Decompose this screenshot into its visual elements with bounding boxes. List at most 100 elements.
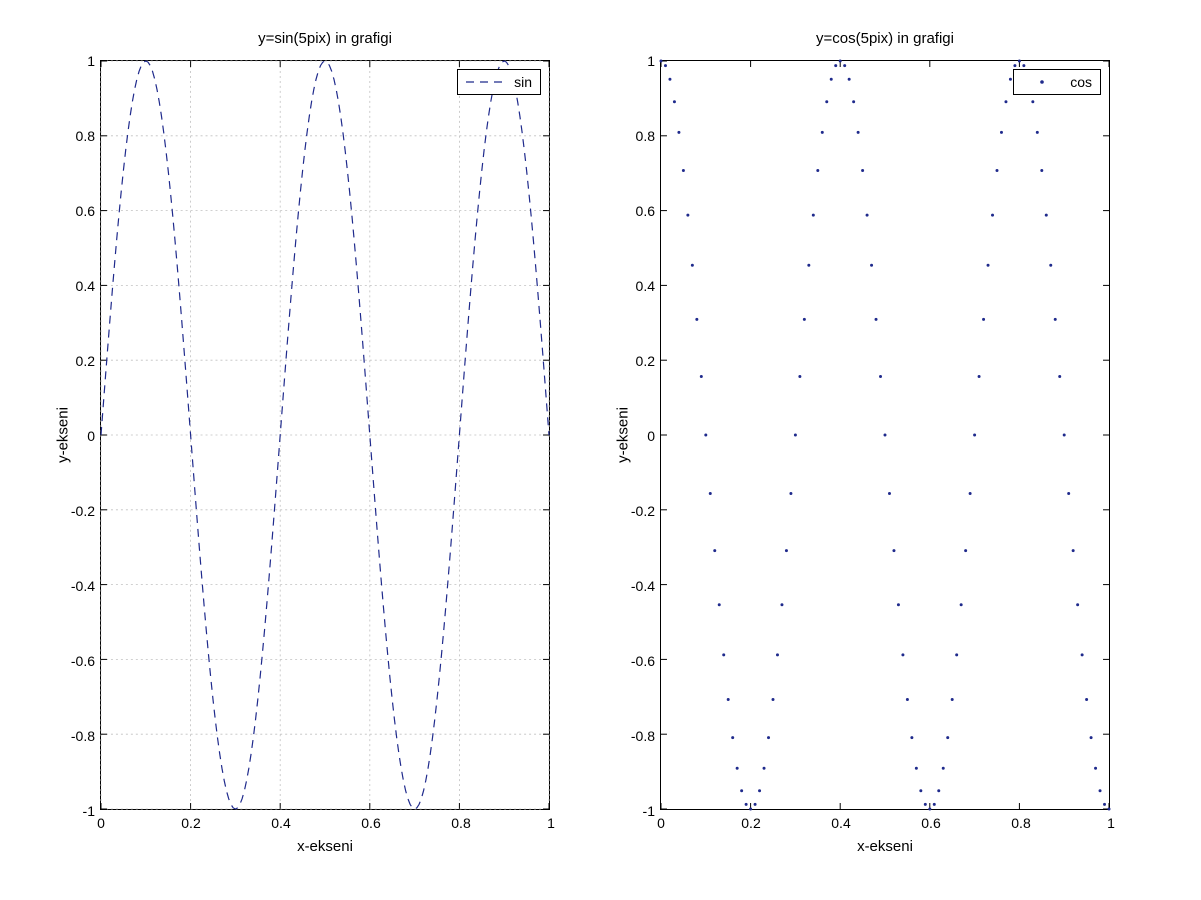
- subplot-1-ylabel: y-ekseni: [54, 407, 71, 463]
- xtick-label: 0.4: [271, 815, 290, 831]
- ytick-label: -0.6: [71, 653, 95, 669]
- cos-point: [745, 803, 748, 806]
- cos-point: [933, 803, 936, 806]
- cos-point: [749, 808, 752, 811]
- subplot-1-legend: sin: [457, 69, 541, 95]
- cos-point: [660, 60, 663, 63]
- subplot-2-legend: cos: [1013, 69, 1101, 95]
- cos-point: [1099, 789, 1102, 792]
- cos-point: [731, 736, 734, 739]
- subplot-1: y=sin(5pix) in grafigi y-ekseni x-ekseni…: [100, 60, 550, 810]
- cos-point: [1090, 736, 1093, 739]
- ytick-label: 0: [647, 428, 655, 444]
- cos-point: [870, 264, 873, 267]
- ytick-label: -0.8: [71, 728, 95, 744]
- subplot-2-xlabel: x-ekseni: [660, 838, 1110, 855]
- cos-point: [1108, 808, 1111, 811]
- legend-marker-sample: [1022, 75, 1062, 89]
- xtick-label: 0.6: [361, 815, 380, 831]
- cos-point: [1036, 131, 1039, 134]
- xtick-label: 0.2: [181, 815, 200, 831]
- cos-point: [866, 214, 869, 217]
- subplot-1-title: y=sin(5pix) in grafigi: [100, 30, 550, 47]
- xtick-label: 0: [97, 815, 105, 831]
- cos-point: [1054, 318, 1057, 321]
- ytick-label: 0.6: [636, 203, 655, 219]
- cos-point: [946, 736, 949, 739]
- cos-point: [861, 169, 864, 172]
- cos-point: [695, 318, 698, 321]
- cos-point: [969, 492, 972, 495]
- cos-point: [691, 264, 694, 267]
- cos-point: [1063, 434, 1066, 437]
- cos-point: [722, 653, 725, 656]
- cos-point: [955, 653, 958, 656]
- cos-point: [857, 131, 860, 134]
- cos-point: [1094, 767, 1097, 770]
- ytick-label: -0.2: [71, 503, 95, 519]
- cos-point: [901, 653, 904, 656]
- ytick-label: 0.4: [76, 278, 95, 294]
- subplot-1-xlabel: x-ekseni: [100, 838, 550, 855]
- cos-point: [767, 736, 770, 739]
- legend-line-sample: [466, 75, 506, 89]
- cos-point: [816, 169, 819, 172]
- cos-point: [937, 789, 940, 792]
- cos-point: [915, 767, 918, 770]
- cos-point: [1013, 64, 1016, 67]
- xtick-label: 0: [657, 815, 665, 831]
- cos-point: [892, 549, 895, 552]
- cos-point: [884, 434, 887, 437]
- cos-point: [888, 492, 891, 495]
- cos-point: [736, 767, 739, 770]
- subplot-2-axes: cos 00.20.40.60.81-1-0.8-0.6-0.4-0.200.2…: [660, 60, 1110, 810]
- cos-point: [1103, 803, 1106, 806]
- xtick-label: 1: [1107, 815, 1115, 831]
- cos-point: [928, 808, 931, 811]
- xtick-label: 1: [547, 815, 555, 831]
- cos-point: [727, 698, 730, 701]
- legend-1-label: sin: [514, 74, 532, 90]
- subplot-2: y=cos(5pix) in grafigi y-ekseni x-ekseni…: [660, 60, 1110, 810]
- cos-point: [763, 767, 766, 770]
- cos-point: [1031, 100, 1034, 103]
- cos-point: [740, 789, 743, 792]
- cos-point: [987, 264, 990, 267]
- cos-point: [897, 603, 900, 606]
- cos-point: [1067, 492, 1070, 495]
- cos-point: [682, 169, 685, 172]
- cos-point: [960, 603, 963, 606]
- subplot-1-axes: sin 00.20.40.60.81-1-0.8-0.6-0.4-0.200.2…: [100, 60, 550, 810]
- cos-point: [1085, 698, 1088, 701]
- cos-point: [1076, 603, 1079, 606]
- cos-point: [978, 375, 981, 378]
- cos-point: [1022, 64, 1025, 67]
- cos-point: [1040, 169, 1043, 172]
- cos-point: [794, 434, 797, 437]
- subplot-2-ylabel: y-ekseni: [614, 407, 631, 463]
- cos-point: [1045, 214, 1048, 217]
- cos-point: [1009, 78, 1012, 81]
- cos-point: [996, 169, 999, 172]
- cos-point: [839, 60, 842, 63]
- cos-point: [704, 434, 707, 437]
- cos-point: [852, 100, 855, 103]
- subplot-2-title: y=cos(5pix) in grafigi: [660, 30, 1110, 47]
- cos-point: [812, 214, 815, 217]
- ytick-label: 0.8: [76, 128, 95, 144]
- ytick-label: 1: [647, 53, 655, 69]
- cos-point: [677, 131, 680, 134]
- cos-point: [1004, 100, 1007, 103]
- figure-container: y=sin(5pix) in grafigi y-ekseni x-ekseni…: [0, 0, 1201, 900]
- ytick-label: 0.4: [636, 278, 655, 294]
- xtick-label: 0.2: [741, 815, 760, 831]
- xtick-label: 0.8: [1011, 815, 1030, 831]
- ytick-label: -0.8: [631, 728, 655, 744]
- cos-point: [825, 100, 828, 103]
- cos-point: [668, 78, 671, 81]
- cos-point: [1058, 375, 1061, 378]
- cos-point: [951, 698, 954, 701]
- subplot-2-svg: [661, 61, 1109, 809]
- ytick-label: 1: [87, 53, 95, 69]
- cos-point: [789, 492, 792, 495]
